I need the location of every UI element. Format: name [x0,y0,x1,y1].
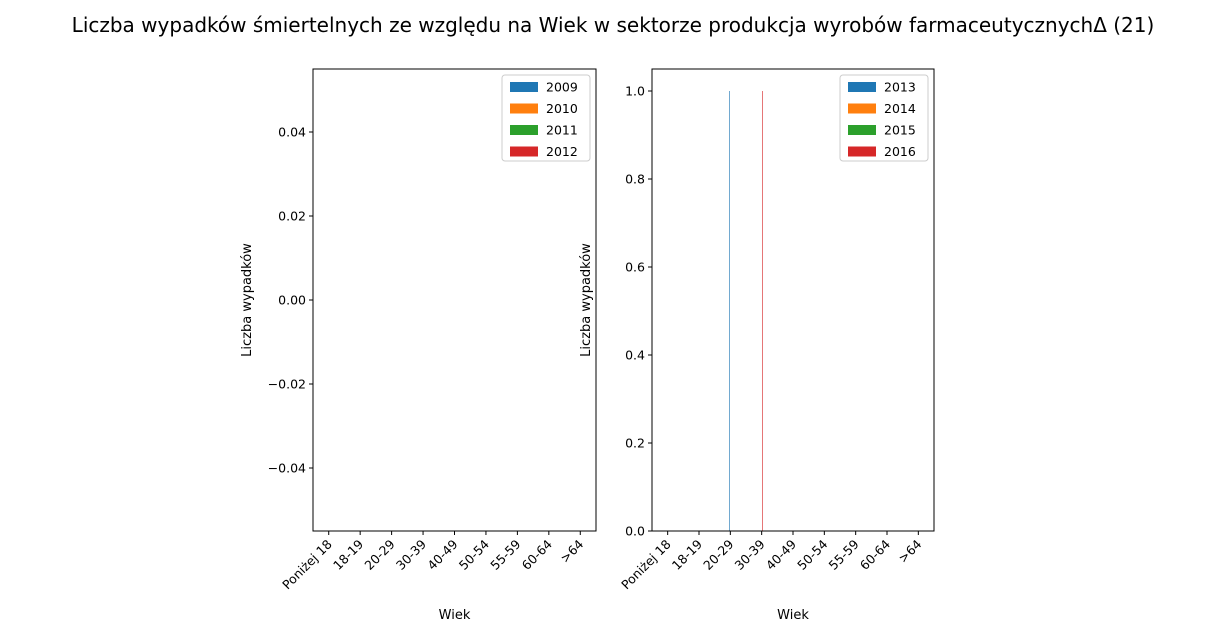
legend-label: 2014 [884,101,916,116]
legend-label: 2011 [546,123,578,138]
legend-swatch [510,146,538,157]
bar-2016-3 [762,91,763,531]
legend-label: 2015 [884,123,916,138]
y-tick-label: 0.0 [625,524,645,539]
x-tick-label: 20-29 [361,536,397,572]
x-tick-label: 30-39 [731,536,767,572]
bar-2013-2 [729,91,730,531]
y-tick-label: 0.2 [625,436,645,451]
x-tick-label: Poniżej 18 [279,536,335,592]
x-axis-label: Wiek [777,608,809,623]
x-tick-label: 40-49 [763,536,799,572]
x-tick-label: 30-39 [393,536,429,572]
x-tick-label: 20-29 [700,536,736,572]
y-tick-label: 0.6 [625,260,645,275]
y-axis-label: Liczba wypadków [579,243,594,357]
y-tick-label: −0.04 [268,461,306,476]
legend-swatch [510,82,538,92]
x-tick-label: Poniżej 18 [618,536,674,592]
legend-box [501,74,591,162]
x-tick-label: 55-59 [825,536,861,572]
legend-swatch [848,82,876,92]
x-tick-label: 60-64 [857,536,893,572]
legend-box [839,74,929,162]
y-tick-label: 0.02 [278,209,306,224]
y-tick-label: 0.00 [278,293,306,308]
legend: 2013 2014 2015 2016 [839,74,929,162]
y-tick-label: 0.4 [625,348,645,363]
legend-label: 2012 [546,144,578,159]
x-tick-label: 40-49 [424,536,460,572]
legend-swatch [510,103,538,114]
legend-label: 2013 [884,80,916,95]
legend-label: 2009 [546,80,578,95]
legend-swatch [510,125,538,135]
subplot-1: 0.04 0.02 0.00 −0.02 −0.04 Poniżej 1818-1920-… [240,68,597,623]
legend-label: 2010 [546,101,578,116]
x-tick-label: 60-64 [519,536,555,572]
y-tick-label: 1.0 [625,84,645,99]
legend-swatch [848,125,876,135]
legend-swatch [848,103,876,114]
x-tick-label: 18-19 [330,536,366,572]
x-tick-label: 55-59 [487,536,523,572]
y-tick-label: 0.8 [625,172,645,187]
x-tick-label: >64 [557,536,586,565]
x-axis-label: Wiek [439,608,471,623]
legend-swatch [848,146,876,157]
legend: 2009 2010 2011 2012 [501,74,591,162]
y-tick-label: −0.02 [268,377,306,392]
chart-title: Liczba wypadków śmiertelnych ze względu … [72,13,1155,37]
x-tick-label: >64 [895,536,924,565]
y-axis-label: Liczba wypadków [240,243,255,357]
y-tick-label: 0.04 [278,125,306,140]
x-tick-label: 50-54 [794,536,830,572]
x-tick-label: 18-19 [669,536,705,572]
x-tick-label: 50-54 [456,536,492,572]
legend-label: 2016 [884,144,916,159]
